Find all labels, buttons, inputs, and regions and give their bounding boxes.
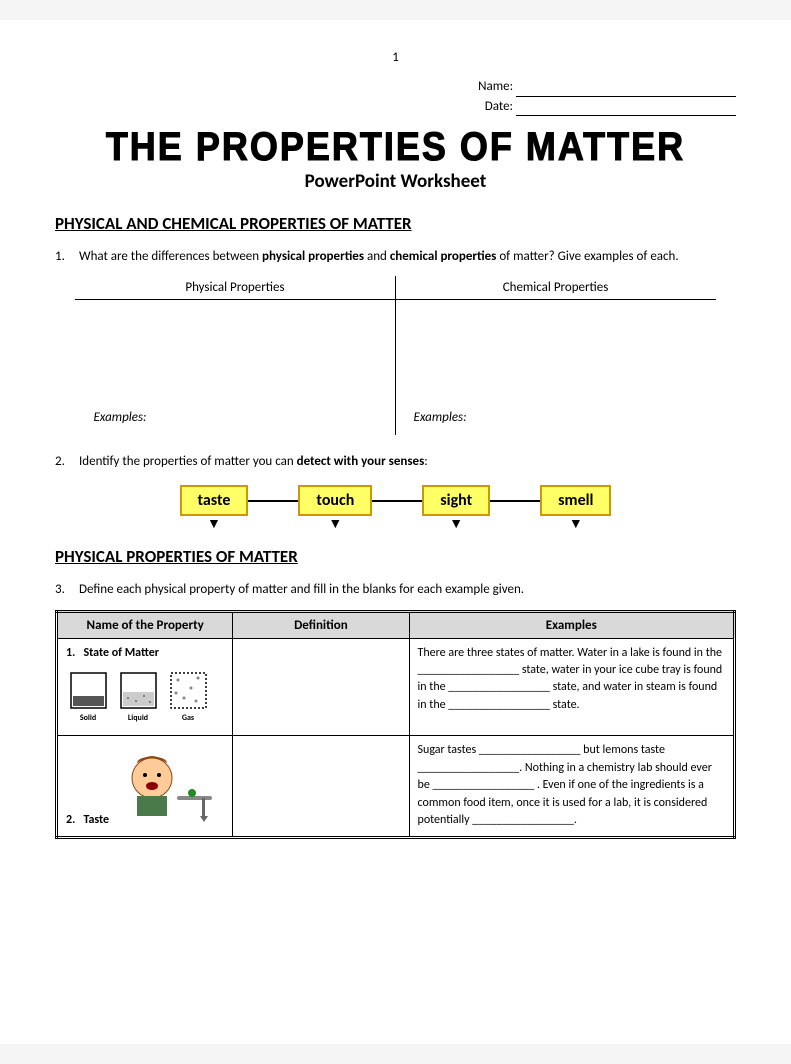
compare-body-left[interactable] xyxy=(75,300,395,410)
question-number: 1. xyxy=(55,248,79,266)
sense-box-smell: smell ▼ xyxy=(540,485,611,516)
property-name: State of Matter xyxy=(83,646,159,660)
date-input-line[interactable] xyxy=(516,102,736,116)
question-number: 2. xyxy=(55,453,79,471)
col-header-definition: Definition xyxy=(233,611,409,638)
section-heading-physical-chemical: PHYSICAL AND CHEMICAL PROPERTIES OF MATT… xyxy=(55,213,736,234)
example-cell[interactable]: There are three states of matter. Water … xyxy=(409,638,734,736)
sense-box-touch: touch ▼ xyxy=(298,485,372,516)
question-2: 2. Identify the properties of matter you… xyxy=(55,453,736,471)
solid-label: Solid xyxy=(80,713,96,723)
example-cell[interactable]: Sugar tastes _________________ but lemon… xyxy=(409,736,734,837)
q1-text-a: What are the differences between xyxy=(79,249,262,264)
definition-cell[interactable] xyxy=(233,638,409,736)
properties-table: Name of the Property Definition Examples… xyxy=(55,610,736,839)
table-header-row: Name of the Property Definition Examples xyxy=(57,611,735,638)
col-header-name: Name of the Property xyxy=(57,611,233,638)
student-info-block: Name: Date: xyxy=(55,77,736,116)
row-number: 1. xyxy=(66,646,75,660)
sense-label: smell xyxy=(558,491,593,510)
compare-examples-row: Examples: Examples: xyxy=(75,410,715,435)
q2-text-a: Identify the properties of matter you ca… xyxy=(79,454,297,469)
q1-bold-2: chemical properties xyxy=(390,249,497,264)
connector-line xyxy=(372,500,422,502)
col-header-examples: Examples xyxy=(409,611,734,638)
property-name-cell: 1. State of Matter Solid Liquid xyxy=(57,638,233,736)
compare-header-right: Chemical Properties xyxy=(396,276,716,299)
sense-label: taste xyxy=(198,491,231,510)
row-number: 2. xyxy=(66,813,75,827)
arrow-down-icon: ▼ xyxy=(569,515,583,532)
question-3: 3. Define each physical property of matt… xyxy=(55,581,736,599)
compare-header-left: Physical Properties xyxy=(75,276,395,299)
compare-examples-left: Examples: xyxy=(75,410,395,435)
sense-box-taste: taste ▼ xyxy=(180,485,249,516)
sense-label: touch xyxy=(316,491,354,510)
section-heading-physical-properties: PHYSICAL PROPERTIES OF MATTER xyxy=(55,546,736,567)
compare-header-row: Physical Properties Chemical Properties xyxy=(75,276,715,300)
property-name: Taste xyxy=(83,813,109,827)
q2-bold-1: detect with your senses xyxy=(297,454,425,469)
q1-bold-1: physical properties xyxy=(262,249,364,264)
sense-label: sight xyxy=(440,491,472,510)
q1-text-b: and xyxy=(364,249,390,264)
document-subtitle: PowerPoint Worksheet xyxy=(55,170,736,193)
question-number: 3. xyxy=(55,581,79,599)
definition-cell[interactable] xyxy=(233,736,409,837)
states-of-matter-icon: Solid Liquid Gas xyxy=(66,668,216,723)
sense-box-sight: sight ▼ xyxy=(422,485,490,516)
arrow-down-icon: ▼ xyxy=(207,515,221,532)
document-title: THE PROPERTIES OF MATTER xyxy=(55,124,736,170)
compare-examples-right: Examples: xyxy=(396,410,716,435)
page-number: 1 xyxy=(55,50,736,65)
q2-text-b: : xyxy=(424,454,427,469)
table-row-state-of-matter: 1. State of Matter Solid Liquid xyxy=(57,638,735,736)
question-1: 1. What are the differences between phys… xyxy=(55,248,736,266)
compare-table: Physical Properties Chemical Properties … xyxy=(75,276,715,435)
senses-diagram: taste ▼ touch ▼ sight ▼ smell ▼ xyxy=(55,485,736,516)
name-label: Name: xyxy=(478,79,513,94)
arrow-down-icon: ▼ xyxy=(328,515,342,532)
compare-body-right[interactable] xyxy=(396,300,716,410)
compare-body-row xyxy=(75,300,715,410)
table-row-taste: 2. Taste S xyxy=(57,736,735,837)
taste-cartoon-icon xyxy=(112,748,222,823)
q1-text-c: of matter? Give examples of each. xyxy=(496,249,678,264)
question-text: What are the differences between physica… xyxy=(79,248,736,266)
question-text: Identify the properties of matter you ca… xyxy=(79,453,736,471)
worksheet-page: 1 Name: Date: THE PROPERTIES OF MATTER P… xyxy=(0,20,791,1044)
liquid-label: Liquid xyxy=(128,713,148,723)
name-input-line[interactable] xyxy=(516,83,736,97)
question-text: Define each physical property of matter … xyxy=(79,581,736,599)
arrow-down-icon: ▼ xyxy=(449,515,463,532)
date-label: Date: xyxy=(485,99,513,114)
property-name-cell: 2. Taste xyxy=(57,736,233,837)
connector-line xyxy=(248,500,298,502)
gas-label: Gas xyxy=(182,713,194,723)
connector-line xyxy=(490,500,540,502)
